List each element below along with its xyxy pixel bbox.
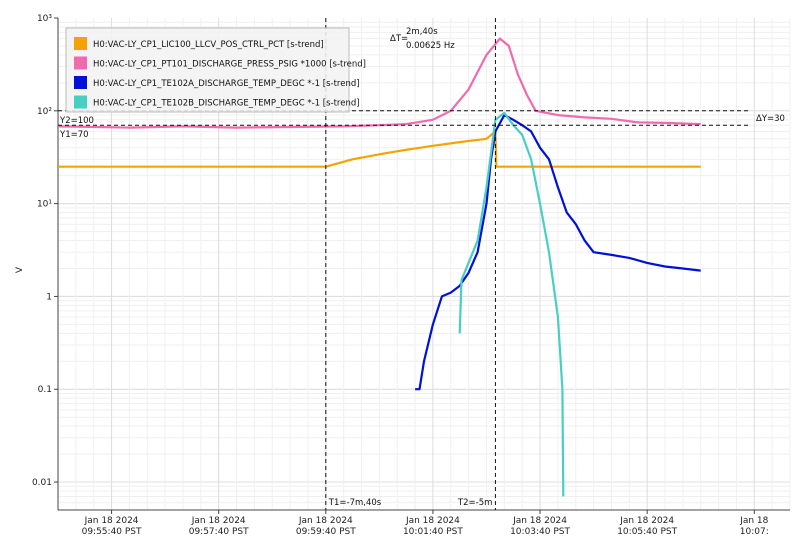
x-tick-label: Jan 18 2024 [512, 516, 567, 526]
cursor-y1-label: Y1=70 [59, 130, 89, 140]
x-tick-label-time: 10:05:40 PST [617, 527, 677, 537]
x-tick-label: Jan 18 [739, 516, 768, 526]
cursor-y2-label: Y2=100 [59, 116, 94, 126]
y-tick-label: 1 [46, 292, 52, 302]
x-tick-label: Jan 18 2024 [298, 516, 353, 526]
delta-t-prefix: ΔT= [390, 34, 408, 44]
series-line-2 [57, 37, 701, 129]
legend-swatch-2 [74, 56, 87, 70]
x-tick-label-time: 10:03:40 PST [510, 527, 570, 537]
legend-box [65, 27, 350, 113]
legend-swatch-4 [74, 95, 87, 109]
delta-y-label: ΔY=30 [756, 114, 785, 124]
x-tick-label-time: 10:07: [740, 527, 769, 537]
x-tick-label: Jan 18 2024 [405, 516, 460, 526]
y-tick-label: 0.01 [32, 478, 52, 488]
x-tick-label-time: 09:55:40 PST [82, 527, 142, 537]
series-line-4 [458, 111, 565, 497]
delta-t-frequency: 0.00625 Hz [406, 41, 455, 51]
x-tick-label-time: 09:57:40 PST [189, 527, 249, 537]
legend-label-3: H0:VAC-LY_CP1_TE102A_DISCHARGE_TEMP_DEGC… [93, 79, 360, 89]
x-tick-label: Jan 18 2024 [619, 516, 674, 526]
x-tick-label: Jan 18 2024 [84, 516, 139, 526]
cursor-t2-label: T2=-5m [457, 498, 492, 508]
legend-label-4: H0:VAC-LY_CP1_TE102B_DISCHARGE_TEMP_DEGC… [93, 99, 360, 109]
x-tick-label-time: 09:59:40 PST [296, 527, 356, 537]
y-tick-label: 10³ [37, 14, 52, 24]
legend-label-2: H0:VAC-LY_CP1_PT101_DISCHARGE_PRESS_PSIG… [93, 60, 366, 70]
y-tick-label: 0.1 [38, 385, 52, 395]
cursor-t1-label: T1=-7m,40s [328, 498, 382, 508]
y-tick-label: 10² [37, 107, 52, 117]
legend-label-1: H0:VAC-LY_CP1_LIC100_LLCV_POS_CTRL_PCT [… [93, 40, 324, 50]
series-line-1 [58, 130, 701, 168]
y-tick-label: 10¹ [37, 200, 52, 210]
delta-t-value: 2m,40s [406, 27, 438, 37]
legend-swatch-1 [74, 37, 87, 50]
x-tick-label: Jan 18 2024 [191, 516, 246, 526]
legend[interactable]: H0:VAC-LY_CP1_LIC100_LLCV_POS_CTRL_PCT [… [65, 27, 366, 113]
legend-swatch-3 [74, 76, 87, 89]
y-axis-label: V [15, 266, 25, 273]
x-tick-label-time: 10:01:40 PST [403, 527, 463, 537]
